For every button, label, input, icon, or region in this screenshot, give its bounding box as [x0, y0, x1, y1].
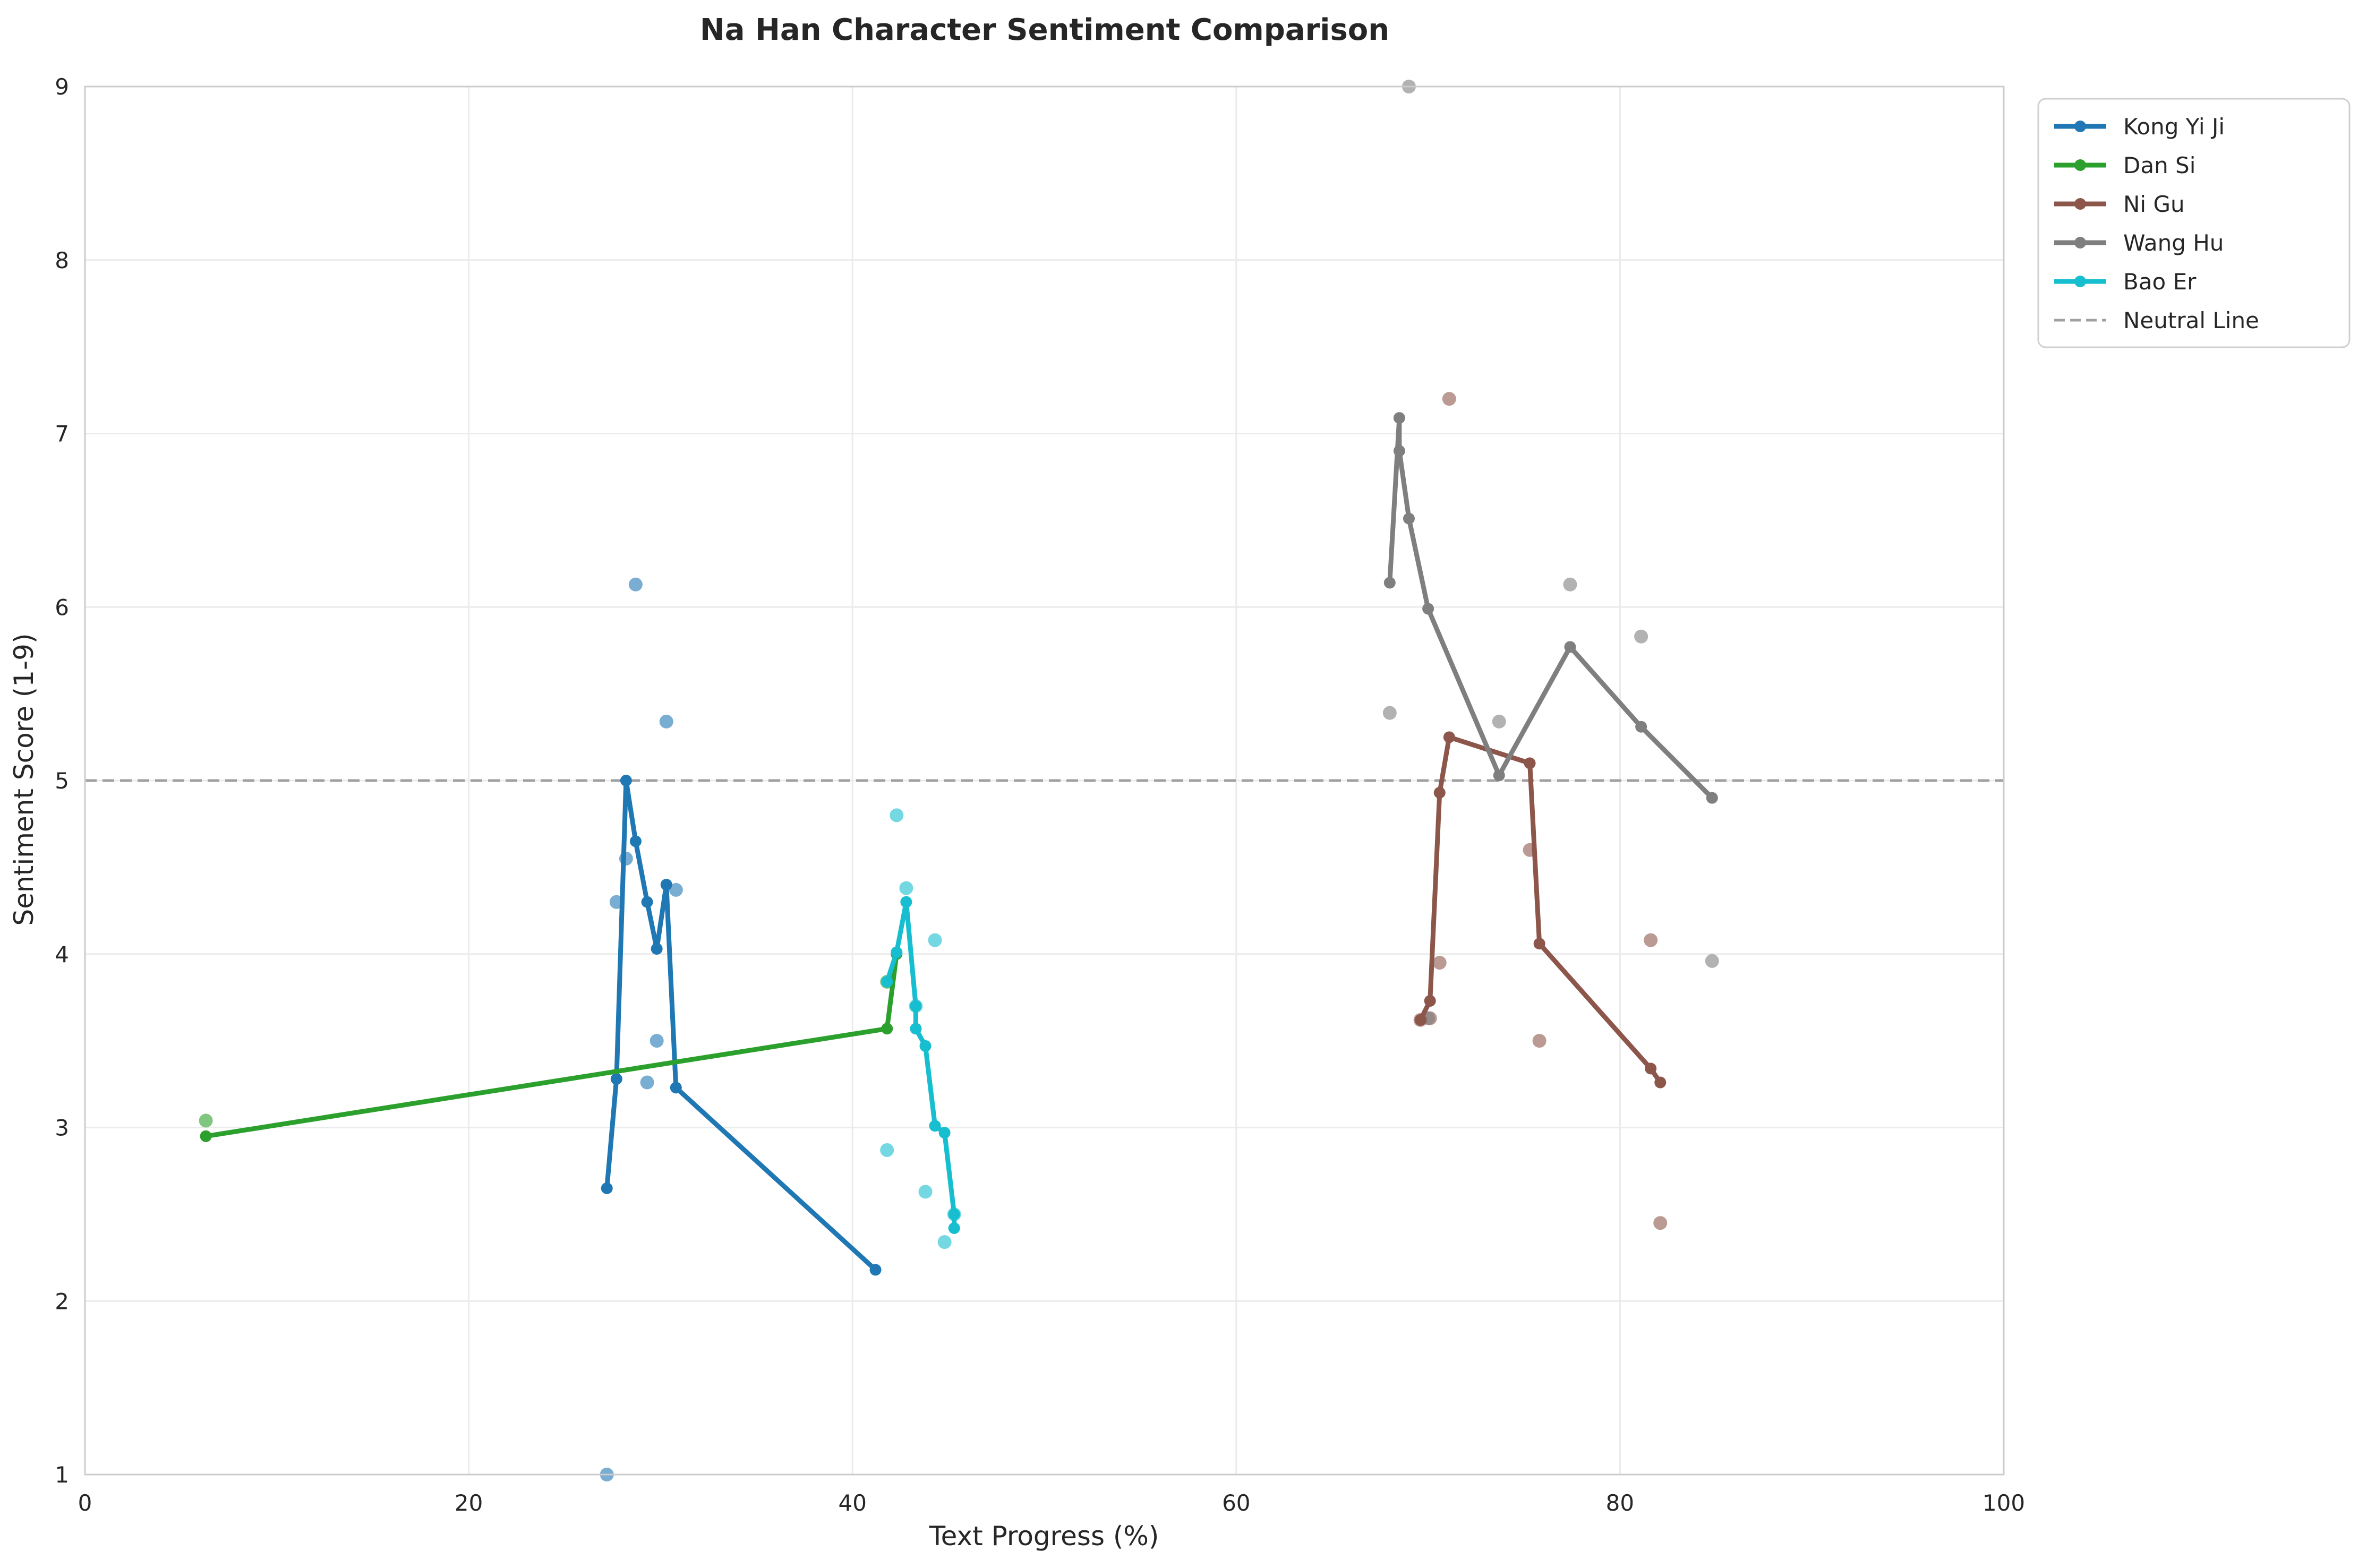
series-point [1414, 1014, 1426, 1026]
series-point [610, 1073, 622, 1085]
series-point [929, 1120, 941, 1132]
legend-entry: Bao Er [2123, 269, 2197, 295]
plot-frame [84, 85, 2005, 1476]
legend-marker [2074, 276, 2086, 287]
y-tick-label: 1 [55, 1462, 69, 1488]
series-point [1524, 757, 1536, 769]
raw-point [659, 714, 673, 729]
series-point [881, 976, 893, 988]
raw-point [1644, 933, 1658, 947]
series-point [948, 1208, 960, 1220]
x-tick-label: 60 [1222, 1490, 1250, 1516]
series-line [884, 899, 957, 1231]
raw-point [628, 577, 643, 592]
x-tick-label: 40 [838, 1490, 866, 1516]
raw-point [1442, 392, 1456, 406]
legend-marker [2074, 121, 2086, 132]
series-point [910, 1000, 922, 1012]
series-point [1564, 641, 1576, 653]
raw-point [928, 933, 942, 947]
raw-point [1532, 1034, 1546, 1048]
series-point [620, 775, 632, 786]
legend-entry: Kong Yi Ji [2123, 114, 2225, 140]
series-point [1493, 769, 1505, 782]
series-point [1443, 731, 1455, 743]
series-point [869, 1264, 882, 1276]
y-tick-label: 9 [55, 74, 69, 100]
x-tick-label: 80 [1606, 1490, 1634, 1516]
x-tick-label: 0 [78, 1490, 92, 1516]
tick-labels: 0 20 40 60 80 100 1 2 3 4 5 6 7 8 9 [55, 74, 2025, 1516]
series-point [1383, 577, 1396, 589]
y-tick-label: 7 [55, 421, 69, 447]
series-point [1393, 445, 1405, 457]
raw-point [899, 881, 913, 895]
series-point [919, 1040, 932, 1052]
series-point [1645, 1063, 1657, 1075]
raw-point [640, 1075, 654, 1090]
y-tick-label: 5 [55, 768, 69, 794]
series-point [1393, 412, 1405, 424]
series-point [910, 1023, 922, 1035]
series-point [200, 1130, 212, 1142]
series-point [660, 879, 672, 891]
series-point [1533, 938, 1545, 950]
raw-point [199, 1113, 213, 1128]
legend-marker [2074, 237, 2086, 249]
series-point [670, 1082, 682, 1094]
y-tick-label: 4 [55, 941, 69, 967]
legend-entry: Neutral Line [2123, 307, 2259, 333]
raw-point [1563, 577, 1577, 592]
legend: Kong Yi Ji Dan Si Ni Gu Wang Hu Bao Er Neutra… [2037, 98, 2351, 348]
y-tick-label: 2 [55, 1288, 69, 1314]
y-axis-label: Sentiment Score (1-9) [8, 633, 39, 926]
raw-point [1653, 1216, 1668, 1230]
raw-point [937, 1235, 952, 1249]
series-point [1706, 792, 1718, 804]
series-point [1635, 721, 1647, 733]
series-point [1433, 786, 1446, 799]
x-axis-label: Text Progress (%) [929, 1521, 1159, 1552]
series-point [1403, 512, 1415, 525]
raw-point [918, 1185, 933, 1199]
legend-entry: Ni Gu [2123, 191, 2185, 217]
series-point [629, 835, 642, 847]
y-tick-label: 6 [55, 594, 69, 620]
legend-marker [2074, 159, 2086, 171]
series-point [651, 942, 663, 955]
series-point [1422, 603, 1434, 615]
y-tick-label: 3 [55, 1115, 69, 1141]
series-point [1424, 995, 1436, 1007]
series-point [641, 896, 653, 908]
raw-point [890, 808, 904, 822]
series-point [891, 946, 903, 958]
series-point [900, 896, 912, 908]
raw-point [1382, 706, 1397, 720]
series-lines [200, 412, 1718, 1276]
series-point [948, 1222, 960, 1235]
series-point [938, 1127, 951, 1139]
raw-point [1492, 714, 1506, 729]
raw-point [1432, 956, 1447, 970]
raw-point [650, 1034, 664, 1048]
x-tick-label: 100 [1983, 1490, 2025, 1516]
legend-box [2037, 98, 2351, 348]
raw-point [880, 1143, 894, 1157]
series-point [881, 1023, 893, 1035]
raw-point [669, 882, 683, 897]
series-point [1654, 1076, 1667, 1089]
y-tick-label: 8 [55, 247, 69, 273]
chart-title: Na Han Character Sentiment Comparison [700, 13, 1389, 47]
legend-entry: Wang Hu [2123, 230, 2224, 256]
series-point [601, 1182, 613, 1194]
x-tick-label: 20 [455, 1490, 483, 1516]
raw-point [1705, 954, 1719, 968]
legend-marker [2074, 198, 2086, 210]
raw-point [1634, 629, 1648, 644]
legend-entry: Dan Si [2123, 152, 2195, 178]
